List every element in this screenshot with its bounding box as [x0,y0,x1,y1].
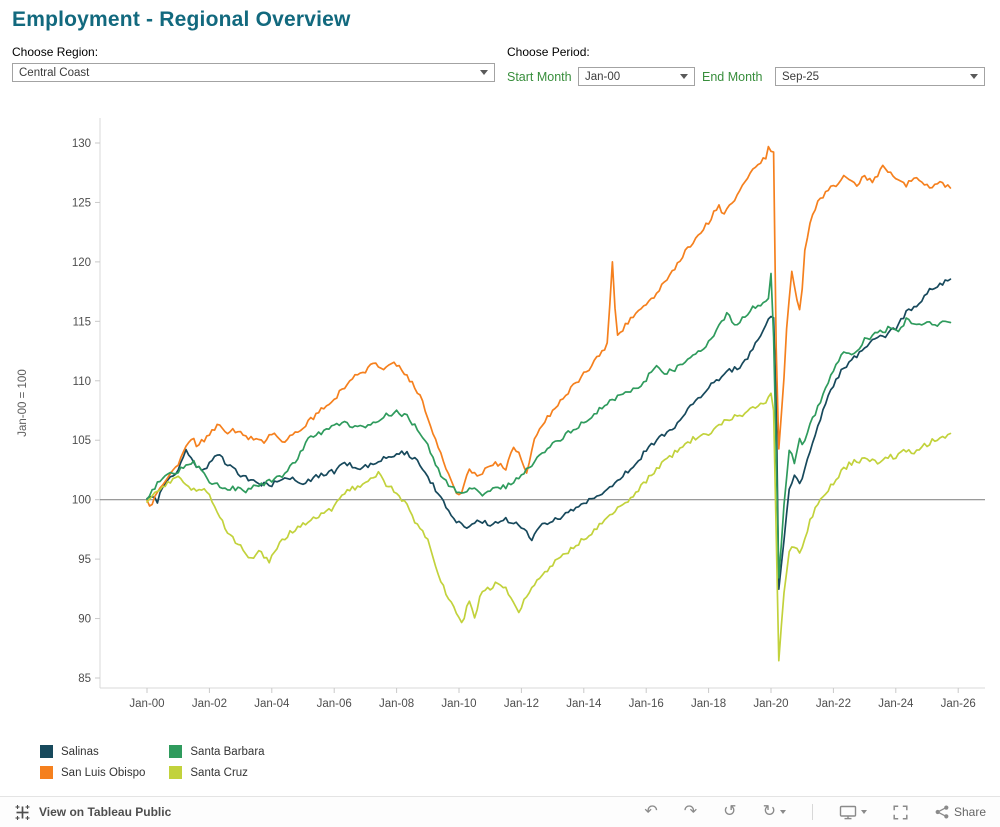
y-tick-label: 125 [72,197,91,209]
redo-icon: ↷ [683,803,698,820]
region-select-value: Central Coast [19,66,90,79]
tableau-logo-icon [15,804,30,820]
y-tick-label: 100 [72,495,91,507]
share-button[interactable]: Share [934,804,986,820]
legend-label: Santa Barbara [190,745,265,758]
x-tick-label: Jan-02 [192,698,227,710]
refresh-button[interactable]: ↻ [763,804,786,820]
y-tick-label: 95 [78,554,91,566]
choose-region-label: Choose Region: [12,45,99,59]
refresh-icon: ↻ [762,803,776,820]
y-tick-label: 110 [73,376,91,388]
end-month-select[interactable]: Sep-25 [775,67,985,86]
x-tick-label: Jan-22 [816,698,851,710]
reset-button[interactable]: ↺ [723,804,736,820]
y-axis-title: Jan-00 = 100 [17,369,29,436]
x-tick-label: Jan-18 [691,698,726,710]
share-icon [935,805,949,819]
legend-swatch [169,766,183,779]
view-on-tableau-public-link[interactable]: View on Tableau Public [14,804,171,821]
redo-button[interactable]: ↷ [684,804,697,820]
chevron-down-icon [860,810,867,814]
end-month-label: End Month [702,70,763,84]
legend-item-santa-cruz[interactable]: Santa Cruz [169,766,264,779]
fullscreen-button[interactable] [893,804,908,820]
chevron-down-icon [779,810,786,814]
y-tick-label: 85 [78,673,91,685]
x-tick-label: Jan-26 [941,698,976,710]
series-line-san-luis-obispo[interactable] [146,145,952,507]
device-layout-button[interactable] [839,805,867,820]
series-line-salinas[interactable] [146,278,952,591]
employment-line-chart[interactable]: 85 90 95 100 105 110 115 120 125 130 Jan-00 Jan-02 J… [0,0,1000,735]
start-month-label: Start Month [507,70,572,84]
legend-label: Salinas [61,745,99,758]
view-on-tableau-public-label: View on Tableau Public [39,805,172,819]
legend-item-salinas[interactable]: Salinas [40,745,145,758]
y-tick-label: 105 [72,435,91,447]
x-tick-label: Jan-00 [129,698,164,710]
x-tick-label: Jan-20 [753,698,788,710]
start-month-select[interactable]: Jan-00 [578,67,695,86]
page-title: Employment - Regional Overview [12,8,351,31]
legend-label: San Luis Obispo [61,766,146,779]
legend-swatch [40,766,53,779]
fullscreen-icon [893,804,908,820]
x-tick-label: Jan-04 [254,698,290,710]
legend: Salinas San Luis Obispo Santa Barbara Santa… [40,741,265,783]
series-line-santa-cruz[interactable] [146,392,952,662]
chevron-down-icon [680,74,688,79]
x-tick-label: Jan-08 [379,698,414,710]
x-tick-label: Jan-16 [629,698,664,710]
region-select[interactable]: Central Coast [12,63,495,82]
y-tick-label: 130 [72,138,91,150]
x-tick-label: Jan-12 [504,698,539,710]
undo-button[interactable]: ↶ [644,804,657,820]
legend-swatch [40,745,53,758]
toolbar-buttons: ↶ ↷ ↺ ↻ [644,804,986,820]
monitor-icon [839,805,857,819]
end-month-value: Sep-25 [782,70,820,83]
reset-icon: ↺ [723,803,737,820]
x-tick-label: Jan-24 [878,698,914,710]
toolbar-separator [811,804,813,820]
share-label: Share [953,805,986,819]
chevron-down-icon [970,74,978,79]
legend-swatch [169,745,183,758]
y-tick-label: 120 [72,257,91,269]
legend-item-santa-barbara[interactable]: Santa Barbara [169,745,265,758]
legend-label: Santa Cruz [190,766,248,779]
legend-item-san-luis-obispo[interactable]: San Luis Obispo [40,766,145,779]
choose-period-label: Choose Period: [507,45,590,59]
footer-toolbar: View on Tableau Public ↶ ↷ ↺ ↻ [0,796,1000,827]
start-month-value: Jan-00 [585,70,621,83]
x-tick-label: Jan-06 [317,698,352,710]
x-tick-label: Jan-10 [441,698,476,710]
series-line-santa-barbara[interactable] [146,272,952,579]
chevron-down-icon [480,70,488,75]
y-tick-label: 90 [78,614,91,626]
undo-icon: ↶ [644,803,658,820]
y-tick-label: 115 [73,316,91,328]
x-tick-label: Jan-14 [566,698,602,710]
